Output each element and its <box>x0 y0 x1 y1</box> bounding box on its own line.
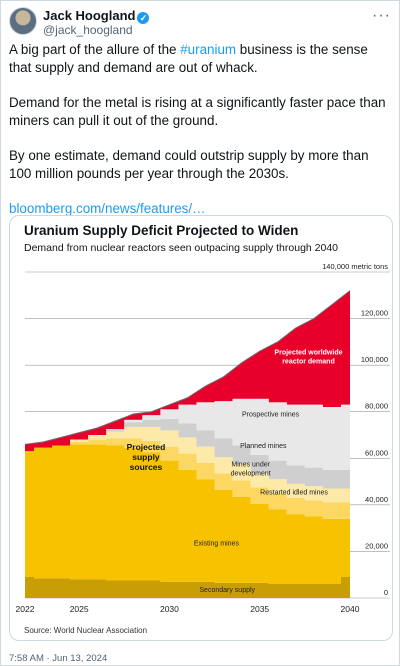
series-area-prospective-mines <box>25 398 350 470</box>
tweet-paragraph-3: By one estimate, demand could outstrip s… <box>9 148 369 181</box>
chart-image-card[interactable]: Uranium Supply Deficit Projected to Wide… <box>9 215 393 641</box>
tweet-text-segment: A big part of the allure of the <box>9 42 181 57</box>
series-label: Prospective mines <box>242 411 300 418</box>
y-tick-label: 120,000 <box>361 309 388 318</box>
chart-subtitle: Demand from nuclear reactors seen outpac… <box>24 242 339 254</box>
series-area-mines-under-development <box>25 426 350 503</box>
tweet-header: Jack Hoogland ✓ @jack_hoogland ··· <box>9 7 393 37</box>
y-tick-label: 20,000 <box>365 541 388 550</box>
y-tick-label: 0 <box>384 588 388 597</box>
avatar[interactable] <box>9 7 37 35</box>
x-tick-label: 2035 <box>250 604 269 614</box>
series-label: Mines under development <box>231 461 271 477</box>
x-tick-label: 2040 <box>341 604 360 614</box>
x-tick-label: 2022 <box>16 604 35 614</box>
tweet-paragraph-1: A big part of the allure of the #uranium… <box>9 41 393 77</box>
author-handle[interactable]: @jack_hoogland <box>43 23 133 37</box>
verified-badge-icon: ✓ <box>137 12 150 24</box>
y-tick-label: 60,000 <box>365 448 388 457</box>
hashtag-link[interactable]: #uranium <box>180 42 237 57</box>
x-tick-label: 2025 <box>70 604 89 614</box>
chart-title: Uranium Supply Deficit Projected to Wide… <box>24 223 299 238</box>
series-area-restarted-idled-mines <box>25 438 350 519</box>
tweet-paragraph-2: Demand for the metal is rising at a sign… <box>9 95 386 128</box>
tweet-timestamp[interactable]: 7:58 AM · Jun 13, 2024 <box>9 653 108 664</box>
y-tick-label: 40,000 <box>365 495 388 504</box>
series-label: Planned mines <box>240 443 287 450</box>
demand-line <box>24 290 351 445</box>
author-name-text[interactable]: Jack Hoogland <box>43 8 136 23</box>
series-label: Existing mines <box>194 541 240 548</box>
series-area-existing-mines <box>25 444 350 585</box>
author-name[interactable]: Jack Hoogland ✓ <box>43 8 150 24</box>
tweet-text: A big part of the allure of the #uranium… <box>9 41 393 218</box>
series-label: Secondary supply <box>199 587 255 594</box>
area-chart: 0 20,000 40,000 60,000 80,000 100,000 120,000 1… <box>16 262 390 614</box>
demand-gap-area <box>25 290 350 452</box>
series-area-planned-mines <box>25 418 350 489</box>
series-area-secondary-supply <box>25 577 350 598</box>
more-options-icon[interactable]: ··· <box>372 7 391 24</box>
series-label: Restarted idled mines <box>260 489 328 496</box>
article-link[interactable]: bloomberg.com/news/features/… <box>9 201 206 216</box>
tweet-text-segment: business is the sense that supply and de… <box>9 42 368 75</box>
series-label: Projected worldwide reactor demand <box>274 350 342 366</box>
chart-source: Source: World Nuclear Association <box>24 626 148 635</box>
y-tick-label: 80,000 <box>365 402 388 411</box>
x-tick-label: 2030 <box>160 604 179 614</box>
y-tick-label: 100,000 <box>361 355 388 364</box>
projected-supply-label: Projected supply sources <box>127 442 166 472</box>
y-unit-label: 140,000 metric tons <box>322 262 388 271</box>
